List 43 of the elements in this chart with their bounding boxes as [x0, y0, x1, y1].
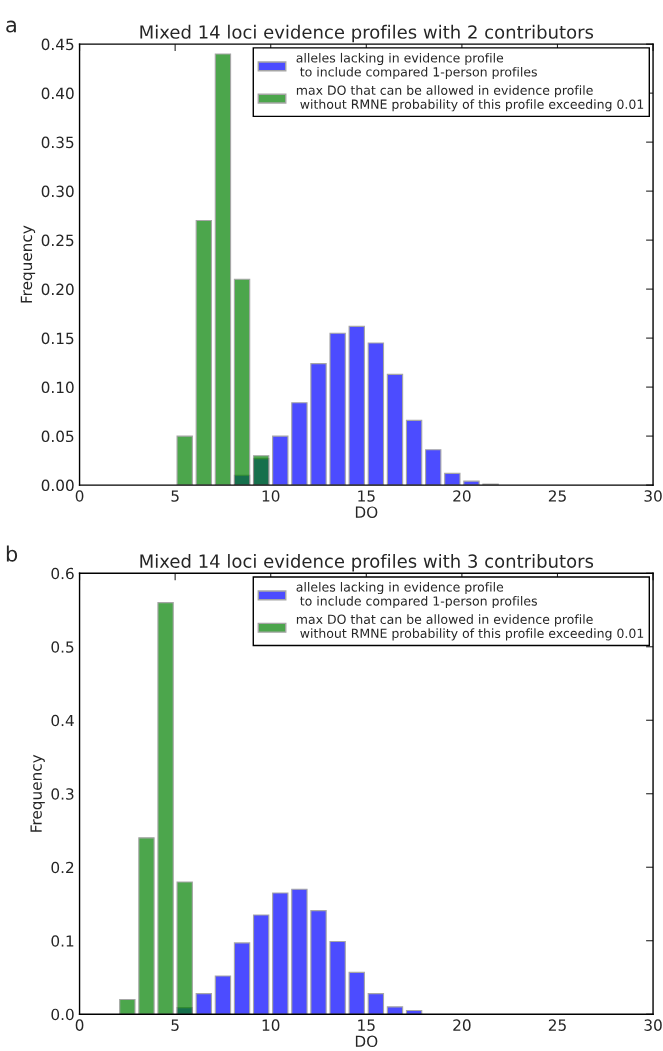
y-tick-label: 0.3 [51, 788, 74, 800]
y-axis-title: Frequency [20, 225, 36, 303]
legend-label: alleles lacking in evidence profile to include compared 1-person profiles [296, 582, 537, 609]
y-tick-label: 0.5 [51, 641, 74, 653]
x-tick-label: 5 [171, 490, 179, 502]
text: b [6, 545, 18, 562]
y-tick-label: 0.00 [41, 479, 74, 492]
x-tick-label: 15 [358, 1019, 375, 1031]
y-tick-label: 0.20 [41, 283, 74, 296]
y-tick-label: 0.45 [41, 38, 74, 51]
y-tick-label: 0.2 [51, 861, 74, 874]
x-axis-title: DO [355, 506, 378, 518]
legend-label: max DO that can be allowed in evidence profile without RMNE probability of this profile exceeding 0.01 [296, 85, 644, 112]
x-axis-title: DO [355, 1035, 378, 1048]
y-tick-label: 0.40 [41, 87, 74, 100]
y-tick-label: 0.15 [41, 332, 74, 345]
x-tick-label: 0 [75, 490, 84, 502]
chart-title: Mixed 14 loci evidence profiles with 2 contributors [140, 24, 594, 43]
y-tick-label: 0.0 [51, 1008, 74, 1021]
x-tick-label: 30 [644, 1019, 662, 1031]
text: a [6, 20, 16, 33]
y-tick-label: 0.4 [51, 714, 74, 727]
x-tick-label: 30 [644, 490, 662, 502]
x-tick-label: 25 [548, 490, 566, 502]
legend-label: max DO that can be allowed in evidence profile without RMNE probability of this profile exceeding 0.01 [296, 614, 644, 641]
x-tick-label: 25 [548, 1019, 566, 1031]
y-tick-label: 0.35 [41, 136, 74, 149]
legend-label: alleles lacking in evidence profile to include compared 1-person profiles [296, 52, 537, 79]
x-tick-label: 10 [262, 1019, 280, 1031]
x-tick-label: 20 [453, 490, 471, 502]
x-tick-label: 5 [171, 1019, 179, 1031]
y-tick-label: 0.10 [41, 381, 74, 394]
y-axis-title: Frequency [30, 754, 45, 832]
y-tick-label: 0.6 [51, 567, 74, 580]
x-tick-label: 0 [75, 1019, 84, 1031]
x-tick-label: 15 [358, 490, 375, 502]
chart-title: Mixed 14 loci evidence profiles with 3 contributors [140, 554, 594, 572]
y-tick-label: 0.30 [41, 185, 74, 198]
x-tick-label: 20 [453, 1019, 471, 1031]
y-tick-label: 0.1 [51, 935, 74, 947]
y-tick-label: 0.25 [41, 234, 74, 247]
x-tick-label: 10 [262, 490, 280, 502]
y-tick-label: 0.05 [41, 430, 74, 443]
